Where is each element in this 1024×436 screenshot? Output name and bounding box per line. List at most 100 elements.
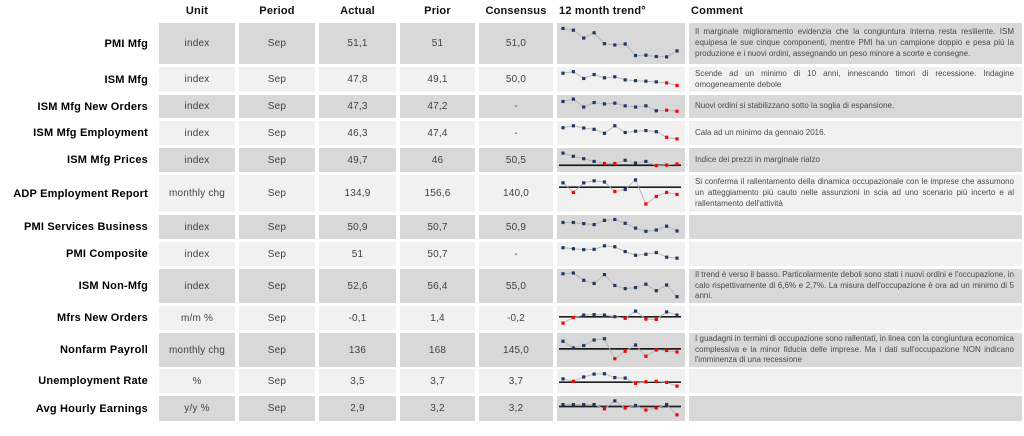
data-point-red: [613, 189, 617, 194]
comment-text: Si conferma il rallentamento della dinam…: [695, 177, 1014, 208]
data-point-red: [644, 317, 648, 321]
data-point-navy: [633, 403, 638, 408]
data-point-navy: [633, 253, 638, 257]
data-point-red: [623, 349, 627, 353]
data-point-navy: [592, 281, 596, 286]
data-point-navy: [633, 226, 638, 230]
data-point-navy: [613, 376, 617, 380]
data-point-navy: [592, 31, 596, 35]
period-cell: Sep: [239, 121, 315, 145]
data-point-navy: [561, 181, 565, 185]
trend-sparkline-cell: [557, 242, 685, 266]
trend-sparkline-cell: [557, 175, 685, 212]
row-label: Avg Hourly Earnings: [0, 396, 155, 421]
header-prior: Prior: [400, 1, 475, 21]
table-row: ISM Non-Mfg index Sep 52,6 56,4 55,0 Il trend …: [0, 269, 1022, 304]
table-row: PMI Services Business index Sep 50,9 50,7 50,…: [0, 215, 1022, 239]
data-point-navy: [665, 310, 669, 314]
trend-connector-line: [562, 272, 678, 298]
prior-cell: 3,7: [400, 369, 475, 393]
data-point-navy: [571, 403, 575, 407]
consensus-cell: 3,7: [479, 369, 553, 393]
data-point-navy: [665, 403, 669, 407]
data-point-navy: [665, 283, 669, 287]
data-point-red: [665, 348, 669, 352]
data-point-red: [571, 379, 575, 383]
table-row: Nonfarm Payroll monthly chg Sep 136 168 145,0…: [0, 333, 1022, 368]
data-point-navy: [613, 43, 617, 47]
comment-text: Scende ad un minimo di 10 anni, innescan…: [695, 68, 1014, 89]
row-label: ADP Employment Report: [0, 175, 155, 212]
comment-cell: Cala ad un minimo da gennaio 2016.: [689, 121, 1022, 145]
data-point-navy: [571, 247, 575, 251]
prior-cell: 47,4: [400, 121, 475, 145]
data-point-red: [665, 163, 669, 167]
actual-cell: 47,8: [319, 67, 396, 92]
data-point-red: [571, 190, 575, 195]
header-comment: Comment: [689, 1, 1022, 21]
data-point-navy: [623, 130, 627, 135]
data-point-navy: [613, 75, 617, 79]
data-point-red: [561, 321, 565, 325]
data-point-navy: [592, 179, 596, 183]
data-point-navy: [602, 244, 607, 248]
consensus-cell: 140,0: [479, 175, 553, 212]
data-point-navy: [623, 287, 627, 291]
data-point-navy: [623, 104, 627, 108]
header-labels: [0, 1, 155, 21]
data-point-navy: [602, 102, 607, 106]
trend-connector-line: [562, 125, 678, 140]
data-point-navy: [654, 289, 658, 293]
data-point-navy: [644, 128, 648, 133]
data-point-navy: [623, 158, 627, 162]
data-point-navy: [571, 70, 575, 74]
unit-cell: m/m %: [159, 306, 235, 330]
data-point-red: [644, 408, 648, 412]
unit-cell: index: [159, 269, 235, 304]
header-consensus: Consensus: [479, 1, 553, 21]
actual-cell: 50,9: [319, 215, 396, 239]
trend-connector-line: [562, 28, 678, 58]
trend-sparkline-cell: [557, 369, 685, 393]
period-cell: Sep: [239, 175, 315, 212]
data-point-navy: [582, 105, 586, 109]
comment-cell: [689, 215, 1022, 239]
table-row: PMI Composite index Sep 51 50,7-: [0, 242, 1022, 266]
header-period: Period: [239, 1, 315, 21]
prior-cell: 51: [400, 23, 475, 64]
data-point-navy: [602, 273, 607, 277]
sparkline-chart: [561, 217, 679, 233]
data-point-navy: [644, 53, 648, 57]
data-point-navy: [623, 221, 627, 225]
row-label: ISM Mfg Prices: [0, 148, 155, 172]
data-point-navy: [613, 399, 617, 403]
consensus-cell: 55,0: [479, 269, 553, 304]
actual-cell: 49,7: [319, 148, 396, 172]
data-point-red: [665, 81, 669, 85]
data-point-navy: [665, 55, 669, 59]
row-label: ISM Mfg: [0, 67, 155, 92]
data-point-navy: [613, 283, 617, 288]
period-cell: Sep: [239, 215, 315, 239]
trend-connector-line: [562, 98, 678, 112]
unit-cell: index: [159, 67, 235, 92]
data-point-navy: [675, 49, 679, 53]
data-point-red: [665, 108, 669, 112]
comment-text: Il trend è verso il basso. Particolarmen…: [695, 270, 1014, 301]
data-point-navy: [571, 271, 575, 275]
comment-cell: Il marginale miglioramento evidenzia che…: [689, 23, 1022, 64]
data-point-navy: [623, 249, 627, 254]
trend-connector-line: [562, 337, 678, 359]
period-cell: Sep: [239, 306, 315, 330]
trend-sparkline-cell: [557, 333, 685, 368]
data-point-navy: [571, 97, 575, 101]
unit-cell: index: [159, 148, 235, 172]
row-label: Nonfarm Payroll: [0, 333, 155, 368]
period-cell: Sep: [239, 269, 315, 304]
data-point-navy: [644, 79, 648, 83]
data-point-navy: [633, 79, 638, 83]
unit-cell: %: [159, 369, 235, 393]
data-point-navy: [665, 255, 669, 259]
comment-cell: [689, 242, 1022, 266]
unit-cell: index: [159, 23, 235, 64]
